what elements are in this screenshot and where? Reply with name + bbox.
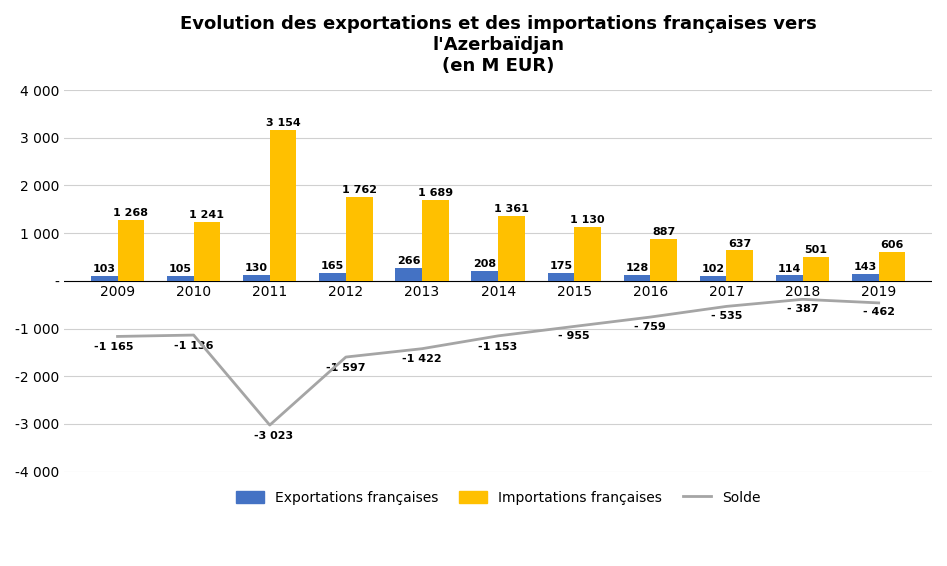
Text: 2013: 2013 [404,285,439,299]
Text: 2012: 2012 [329,285,364,299]
Text: 1 689: 1 689 [418,188,453,198]
Bar [624,275,651,281]
Text: 1 268: 1 268 [114,208,149,218]
Bar [574,227,601,281]
Text: 637: 637 [728,238,751,248]
Text: 2016: 2016 [633,285,668,299]
Text: 1 130: 1 130 [570,215,605,225]
Bar [776,276,803,281]
Bar [498,216,525,281]
Legend: Exportations françaises, Importations françaises, Solde: Exportations françaises, Importations fr… [230,486,766,511]
Text: 266: 266 [397,256,420,266]
Bar [547,272,574,281]
Text: 102: 102 [702,264,724,274]
Bar [726,251,753,281]
Text: - 462: - 462 [863,307,895,317]
Bar [243,275,270,281]
Bar [193,222,221,281]
Bar [117,220,144,281]
Text: 2014: 2014 [480,285,516,299]
Text: 128: 128 [625,263,649,273]
Bar [395,268,422,281]
Bar [879,252,905,281]
Text: 2018: 2018 [785,285,820,299]
Text: 887: 887 [652,226,675,237]
Bar [700,276,726,281]
Text: 2010: 2010 [176,285,211,299]
Text: 1 361: 1 361 [494,204,528,214]
Bar [852,274,879,281]
Text: -1 165: -1 165 [94,342,134,352]
Text: 2011: 2011 [252,285,287,299]
Text: 165: 165 [321,261,344,271]
Text: 1 762: 1 762 [342,185,377,195]
Text: - 535: - 535 [711,311,742,321]
Text: 2019: 2019 [861,285,897,299]
Text: - 759: - 759 [634,322,667,332]
Text: 501: 501 [804,245,828,255]
Text: 606: 606 [881,240,903,250]
Bar [270,130,296,281]
Text: -1 422: -1 422 [402,354,442,365]
Text: -1 153: -1 153 [478,342,518,351]
Text: 175: 175 [549,260,573,271]
Text: 208: 208 [474,259,496,269]
Text: 2015: 2015 [557,285,592,299]
Bar [319,273,346,281]
Bar [651,238,677,281]
Text: 103: 103 [93,264,116,274]
Text: 130: 130 [245,263,268,273]
Text: -1 136: -1 136 [174,341,213,351]
Text: -3 023: -3 023 [254,431,294,441]
Text: - 955: - 955 [559,331,590,341]
Title: Evolution des exportations et des importations françaises vers
l'Azerbaïdjan
(en: Evolution des exportations et des import… [180,15,816,75]
Text: 143: 143 [854,262,877,272]
Bar [472,271,498,281]
Text: 105: 105 [169,264,192,274]
Bar [346,197,372,281]
Text: 1 241: 1 241 [189,210,224,220]
Text: 3 154: 3 154 [266,118,300,128]
Text: 2009: 2009 [100,285,135,299]
Text: -1 597: -1 597 [326,363,366,373]
Text: 114: 114 [777,264,801,273]
Bar [91,276,117,281]
Text: 2017: 2017 [709,285,744,299]
Bar [422,200,449,281]
Bar [167,276,193,281]
Bar [803,257,830,281]
Text: - 387: - 387 [787,303,818,314]
